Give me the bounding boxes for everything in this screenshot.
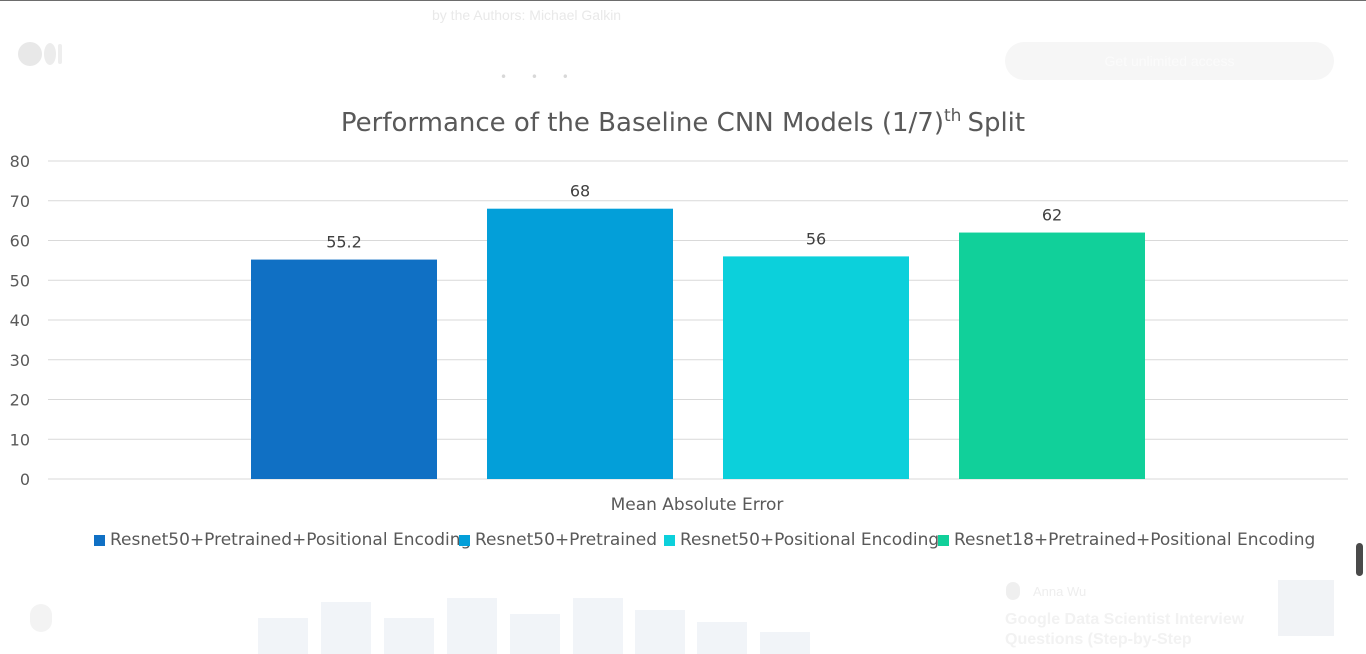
y-tick-label: 20: [10, 391, 30, 410]
medium-logo-icon[interactable]: [18, 42, 62, 66]
y-tick-label: 80: [10, 152, 30, 171]
bar-series-1: [251, 259, 437, 479]
related-article-thumbnail[interactable]: [1278, 580, 1334, 636]
chart-legend: Resnet50+Pretrained+Positional Encoding R…: [0, 530, 1366, 554]
data-label-series-3: 56: [806, 229, 826, 248]
legend-swatch: [664, 534, 675, 546]
y-tick-label: 0: [20, 470, 30, 489]
legend-item-2: Resnet50+Pretrained: [459, 530, 657, 550]
bar-series-4: [959, 232, 1145, 479]
chart-title-suffix: Split: [967, 108, 1025, 138]
legend-item-1: Resnet50+Pretrained+Positional Encoding: [94, 530, 471, 550]
author-avatar: [30, 604, 52, 632]
y-axis-ticks: 0 10 20 30 40 50 60 70 80: [10, 152, 30, 489]
data-label-series-1: 55.2: [326, 233, 362, 252]
related-author-avatar: [1006, 582, 1020, 600]
data-labels: 55.2 68 56 62: [326, 182, 1062, 252]
legend-label: Resnet50+Pretrained: [475, 530, 657, 550]
bar-series-3: [723, 256, 909, 479]
legend-swatch: [938, 534, 949, 546]
y-tick-label: 40: [10, 311, 30, 330]
chart-title-superscript: th: [944, 106, 961, 126]
get-unlimited-access-button[interactable]: Get unlimited access: [1005, 42, 1334, 80]
y-tick-label: 60: [10, 232, 30, 251]
related-author-name[interactable]: Anna Wu: [1033, 584, 1087, 599]
x-axis-title: Mean Absolute Error: [611, 495, 784, 515]
more-dots-icon: • • •: [500, 70, 579, 84]
legend-label: Resnet18+Pretrained+Positional Encoding: [954, 530, 1316, 550]
y-tick-label: 30: [10, 351, 30, 370]
background-article-preview: [0, 565, 1366, 654]
related-article-headline[interactable]: Google Data Scientist Interview Question…: [1005, 611, 1245, 648]
scrollbar-thumb[interactable]: [1356, 543, 1363, 576]
chart-title: Performance of the Baseline CNN Models (…: [341, 106, 1025, 138]
data-label-series-2: 68: [570, 182, 590, 201]
legend-swatch: [94, 534, 105, 546]
legend-label: Resnet50+Pretrained+Positional Encoding: [110, 530, 472, 550]
bar-chart: Performance of the Baseline CNN Models (…: [10, 106, 1348, 515]
bars: [251, 208, 1145, 479]
y-tick-label: 10: [10, 430, 30, 449]
legend-item-3: Resnet50+Positional Encoding: [664, 530, 939, 550]
y-tick-label: 50: [10, 271, 30, 290]
gridlines: [48, 160, 1348, 480]
data-label-series-4: 62: [1042, 206, 1062, 225]
y-tick-label: 70: [10, 192, 30, 211]
legend-item-4: Resnet18+Pretrained+Positional Encoding: [938, 530, 1315, 550]
image-caption: by the Authors: Michael Galkin: [432, 7, 622, 23]
top-divider: [0, 0, 1366, 1]
bar-series-2: [487, 208, 673, 479]
legend-label: Resnet50+Positional Encoding: [680, 530, 940, 550]
legend-swatch: [459, 534, 470, 546]
